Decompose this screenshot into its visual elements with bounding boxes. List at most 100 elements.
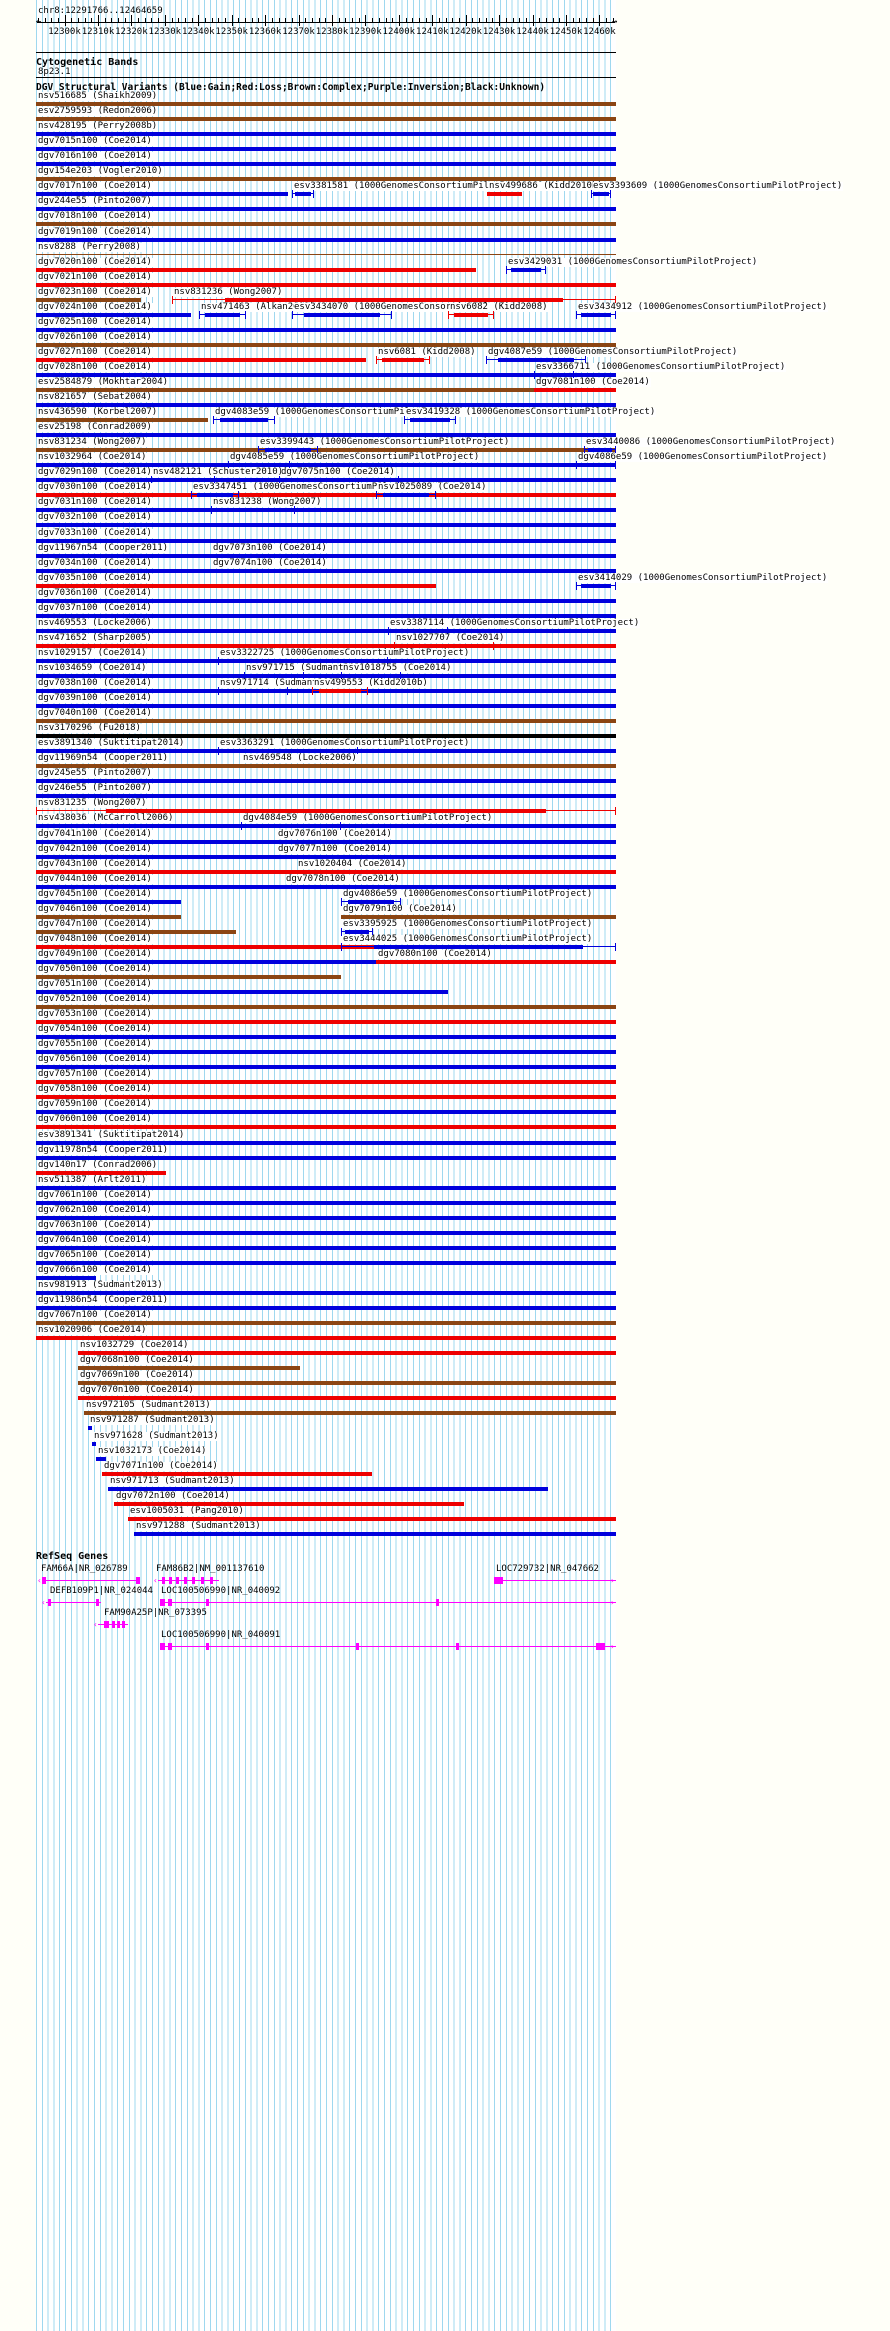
dgv-variant-row[interactable]: dgv7019n100 (Coe2014) (0, 227, 890, 243)
dgv-variant-label[interactable]: dgv7062n100 (Coe2014) (38, 1204, 153, 1215)
dgv-variant-label[interactable]: esv3381581 (1000GenomesConsortiumPilotPr… (294, 181, 545, 192)
dgv-variant-bar[interactable] (36, 1050, 616, 1055)
dgv-variant-label[interactable]: nsv971628 (Sudmant2013) (94, 1430, 220, 1441)
dgv-variant-row[interactable]: dgv11969n54 (Cooper2011) nsv469548 (Locke… (0, 754, 890, 769)
dgv-variant-bar[interactable] (108, 1486, 548, 1491)
refseq-gene-exon[interactable] (162, 1576, 165, 1584)
dgv-variant-row[interactable]: esv3891341 (Suktitipat2014) (0, 1130, 890, 1146)
dgv-variant-label[interactable]: esv3419328 (1000GenomesConsortiumPilotPr… (406, 407, 657, 418)
dgv-variant-label[interactable]: dgv7017n100 (Coe2014) (38, 181, 153, 192)
dgv-variant-bar[interactable] (128, 1516, 616, 1521)
refseq-gene-exon[interactable] (48, 1598, 51, 1606)
dgv-variant-bar[interactable] (341, 914, 616, 919)
dgv-variant-bar[interactable] (36, 162, 616, 167)
dgv-variant-row[interactable]: dgv7060n100 (Coe2014) (0, 1115, 890, 1130)
dgv-variant-label[interactable]: dgv7040n100 (Coe2014) (38, 708, 153, 719)
dgv-variant-label[interactable]: esv3347451 (1000GenomesConsortiumPilotPr… (193, 482, 444, 493)
dgv-variant-label[interactable]: dgv7076n100 (Coe2014) (278, 828, 393, 839)
dgv-variant-row[interactable]: dgv7029n100 (Coe2014) nsv482121 (Schuster… (0, 467, 890, 485)
dgv-variant-row[interactable]: dgv7069n100 (Coe2014) (0, 1371, 890, 1386)
dgv-variant-row[interactable]: dgv7016n100 (Coe2014) (0, 152, 890, 167)
dgv-variant-label[interactable]: nsv971715 (Sudmant2013) (246, 662, 372, 673)
dgv-variant-label[interactable]: dgv7064n100 (Coe2014) (38, 1234, 153, 1245)
refseq-gene-label[interactable]: FAM86B2|NM_001137610 (156, 1563, 265, 1574)
refseq-gene-exon[interactable] (42, 1576, 46, 1584)
dgv-variant-row[interactable]: nsv1032729 (Coe2014) (0, 1341, 890, 1356)
dgv-variant-feature[interactable] (292, 190, 314, 199)
dgv-variant-row[interactable]: dgv7031n100 (Coe2014) nsv831238 (Wong2007… (0, 498, 890, 515)
dgv-variant-row[interactable]: dgv7046n100 (Coe2014) dgv7079n100 (Coe201… (0, 903, 890, 920)
dgv-variant-row[interactable]: dgv7052n100 (Coe2014) (0, 995, 890, 1010)
dgv-variant-label[interactable]: dgv7033n100 (Coe2014) (38, 527, 153, 538)
dgv-variant-row[interactable]: dgv7066n100 (Coe2014) (0, 1265, 890, 1281)
dgv-variant-row[interactable]: dgv7067n100 (Coe2014) (0, 1311, 890, 1326)
refseq-gene-intron-line[interactable] (160, 1645, 616, 1647)
dgv-variant-row[interactable]: dgv7045n100 (Coe2014) dgv4086e59 (1000Gen… (0, 889, 890, 906)
dgv-variant-row[interactable]: dgv7062n100 (Coe2014) (0, 1204, 890, 1221)
dgv-variant-feature[interactable] (279, 476, 399, 485)
dgv-variant-bar[interactable] (284, 884, 394, 889)
dgv-variant-label[interactable]: nsv821657 (Sebat2004) (38, 392, 153, 402)
dgv-variant-feature[interactable] (506, 265, 546, 274)
refseq-gene-label[interactable]: FAM66A|NR_026789 (41, 1563, 128, 1574)
refseq-gene-exon[interactable] (596, 1642, 605, 1650)
dgv-variant-label[interactable]: dgv245e55 (Pinto2007) (38, 768, 153, 779)
dgv-variant-label[interactable]: dgv7016n100 (Coe2014) (38, 151, 153, 162)
dgv-variant-bar[interactable] (78, 1381, 616, 1386)
dgv-variant-label[interactable]: esv3414029 (1000GenomesConsortiumPilotPr… (578, 572, 829, 583)
dgv-variant-feature[interactable] (394, 641, 494, 650)
dgv-variant-bar[interactable] (36, 553, 616, 558)
dgv-variant-row[interactable]: dgv7042n100 (Coe2014) dgv7077n100 (Coe201… (0, 844, 890, 860)
dgv-variant-bar[interactable] (36, 327, 616, 332)
dgv-variant-row[interactable]: dgv7063n100 (Coe2014) (0, 1220, 890, 1236)
dgv-variant-bar[interactable] (36, 207, 616, 212)
dgv-variant-row[interactable]: nsv971628 (Sudmant2013) (0, 1430, 890, 1447)
dgv-variant-bar[interactable] (36, 523, 616, 528)
dgv-variant-bar[interactable] (36, 899, 181, 904)
dgv-variant-bar[interactable] (36, 1020, 616, 1025)
dgv-variant-row[interactable]: nsv469553 (Locke2006) esv3387114 (1000Gen… (0, 617, 890, 635)
dgv-variant-label[interactable]: dgv7065n100 (Coe2014) (38, 1249, 153, 1260)
dgv-variant-row[interactable]: nsv1029157 (Coe2014) esv3322725 (1000Geno… (0, 648, 890, 665)
dgv-variant-label[interactable]: nsv482121 (Schuster2010) (153, 467, 285, 478)
dgv-variant-label[interactable]: nsv1027707 (Coe2014) (396, 632, 506, 643)
dgv-variant-row[interactable]: nsv516685 (Shaikh2009) (0, 92, 890, 107)
dgv-variant-label[interactable]: dgv7027n100 (Coe2014) (38, 346, 153, 357)
dgv-variant-row[interactable]: dgv7064n100 (Coe2014) (0, 1234, 890, 1251)
dgv-variant-row[interactable]: dgv7034n100 (Coe2014) dgv7074n100 (Coe201… (0, 557, 890, 574)
dgv-variant-bar[interactable] (36, 794, 616, 799)
refseq-gene-exon[interactable] (104, 1620, 109, 1628)
dgv-variant-bar[interactable] (102, 1471, 372, 1476)
dgv-variant-label[interactable]: dgv4087e59 (1000GenomesConsortiumPilotPr… (488, 346, 739, 357)
cytoband-label[interactable]: 8p23.1 (38, 67, 71, 77)
dgv-variant-label[interactable]: nsv1032173 (Coe2014) (98, 1445, 208, 1456)
dgv-variant-label[interactable]: esv3387114 (1000GenomesConsortiumPilotPr… (390, 617, 641, 628)
dgv-variant-label[interactable]: dgv7030n100 (Coe2014) (38, 482, 153, 493)
dgv-variant-row[interactable]: dgv7051n100 (Coe2014) (0, 980, 890, 995)
dgv-variant-row[interactable]: nsv471652 (Sharp2005) nsv1027707 (Coe2014… (0, 632, 890, 650)
dgv-variant-label[interactable]: nsv8288 (Perry2008) (38, 241, 142, 252)
dgv-variant-label[interactable]: dgv7079n100 (Coe2014) (343, 903, 458, 914)
dgv-variant-row[interactable]: dgv7056n100 (Coe2014) (0, 1055, 890, 1070)
dgv-variant-row[interactable]: dgv7028n100 (Coe2014) esv3366711 (1000Gen… (0, 361, 890, 379)
dgv-variant-bar[interactable] (134, 1531, 616, 1536)
dgv-variant-feature[interactable] (486, 355, 586, 364)
dgv-variant-row[interactable]: dgv7071n100 (Coe2014) (0, 1461, 890, 1477)
dgv-variant-row[interactable]: dgv7050n100 (Coe2014) (0, 964, 890, 980)
dgv-variant-bar[interactable] (36, 117, 616, 121)
dgv-variant-row[interactable]: dgv7047n100 (Coe2014) esv3395925 (1000Gen… (0, 919, 890, 936)
dgv-variant-label[interactable]: dgv7034n100 (Coe2014) (38, 557, 153, 568)
dgv-variant-row[interactable]: dgv7044n100 (Coe2014) dgv7078n100 (Coe201… (0, 874, 890, 890)
dgv-variant-label[interactable]: dgv7026n100 (Coe2014) (38, 331, 153, 342)
refseq-gene-label[interactable]: LOC729732|NR_047662 (496, 1563, 599, 1574)
dgv-variant-row[interactable]: nsv831234 (Wong2007) esv3399443 (1000Geno… (0, 438, 890, 455)
dgv-variant-label[interactable]: dgv7060n100 (Coe2014) (38, 1114, 153, 1125)
dgv-variant-label[interactable]: nsv471463 (Alkan2009) (201, 301, 316, 312)
dgv-variant-bar[interactable] (36, 643, 616, 648)
dgv-variant-feature[interactable] (312, 687, 368, 695)
dgv-variant-label[interactable]: nsv6081 (Kidd2008) (378, 346, 477, 357)
dgv-variant-label[interactable]: dgv7037n100 (Coe2014) (38, 602, 153, 613)
dgv-variant-label[interactable]: esv3366711 (1000GenomesConsortiumPilotPr… (536, 361, 787, 372)
dgv-variant-bar[interactable] (36, 1080, 616, 1085)
dgv-variant-feature[interactable] (376, 491, 436, 500)
